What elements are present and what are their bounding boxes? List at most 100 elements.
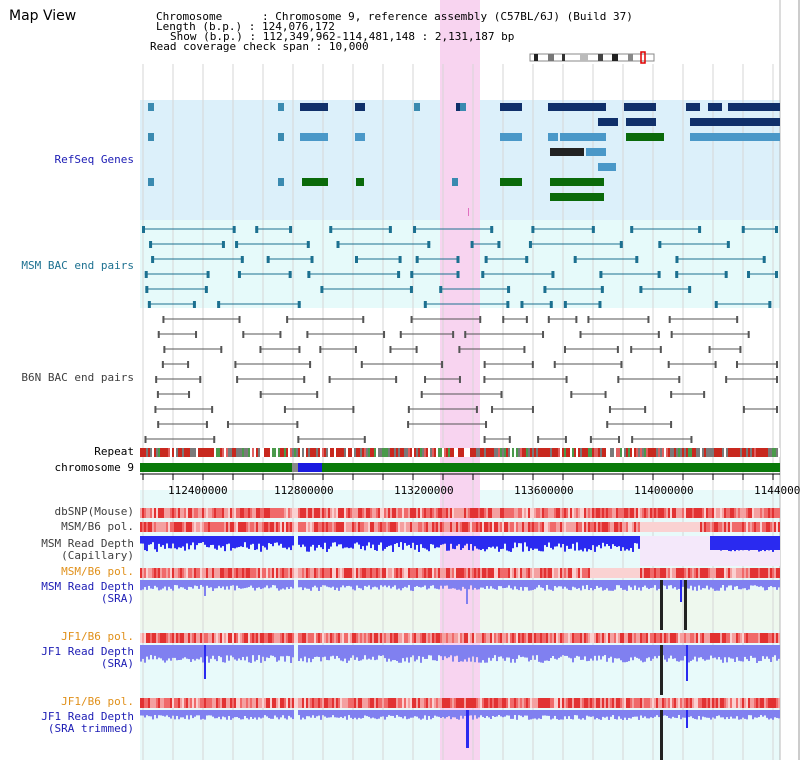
variation-cell [312, 508, 314, 518]
read-depth-bar [740, 645, 742, 662]
read-depth-bar [654, 710, 656, 717]
variation-cell [370, 522, 372, 532]
variation-cell [370, 508, 372, 518]
repeat-element [426, 448, 428, 457]
gene-arrow [148, 103, 154, 111]
read-depth-bar [474, 580, 476, 588]
read-depth-bar [630, 536, 632, 549]
variation-cell [530, 508, 532, 518]
track-label-msm-depth-capillary[interactable]: MSM Read Depth [41, 537, 134, 550]
read-depth-bar [478, 645, 480, 663]
variation-cell [360, 522, 362, 532]
variation-cell [236, 522, 238, 532]
track-label-b6n-bac[interactable]: B6N BAC end pairs [21, 371, 134, 384]
track-label-msm-b6-pol-2[interactable]: MSM/B6 pol. [61, 565, 134, 578]
read-depth-bar [738, 710, 740, 720]
repeat-element [536, 448, 538, 457]
read-depth-bar [472, 580, 474, 590]
variation-cell [274, 568, 276, 578]
variation-cell [402, 522, 404, 532]
repeat-element [340, 448, 342, 457]
repeat-element [428, 448, 430, 457]
variation-cell [218, 633, 220, 643]
track-label-msm-b6-pol[interactable]: MSM/B6 pol. [61, 520, 134, 533]
variation-cell [568, 522, 570, 532]
variation-cell [390, 568, 392, 578]
read-depth-bar [586, 710, 588, 716]
variation-cell [766, 633, 768, 643]
variation-cell [532, 698, 534, 708]
read-depth-bar [760, 710, 762, 716]
variation-cell [492, 508, 494, 518]
read-depth-bar [714, 710, 716, 719]
track-label-jf1-b6-pol[interactable]: JF1/B6 pol. [61, 630, 134, 643]
variation-cell [498, 633, 500, 643]
variation-cell [198, 568, 200, 578]
read-depth-bar [402, 645, 404, 659]
read-depth-bar [528, 645, 530, 662]
variation-cell [562, 698, 564, 708]
variation-cell [432, 522, 434, 532]
track-label-msm-bac[interactable]: MSM BAC end pairs [21, 259, 134, 272]
read-depth-bar [588, 710, 590, 717]
read-depth-bar [672, 645, 674, 659]
track-label-repeat[interactable]: Repeat [94, 445, 134, 458]
read-depth-bar [404, 580, 406, 587]
variation-cell [350, 508, 352, 518]
repeat-element [498, 448, 500, 457]
variation-cell [606, 633, 608, 643]
variation-cell [384, 522, 386, 532]
read-depth-bar [232, 710, 234, 719]
variation-cell [398, 633, 400, 643]
read-depth-bar [754, 645, 756, 658]
read-depth-bar [638, 710, 640, 720]
variation-cell [374, 698, 376, 708]
variation-cell [402, 633, 404, 643]
read-depth-bar [454, 645, 456, 657]
repeat-element [692, 448, 694, 457]
read-depth-bar [602, 536, 604, 543]
variation-cell [710, 568, 712, 578]
repeat-element [722, 448, 724, 457]
variation-cell [446, 633, 448, 643]
variation-cell [202, 508, 204, 518]
variation-cell [684, 633, 686, 643]
read-depth-bar [528, 536, 530, 552]
bac-pair-end [657, 271, 661, 278]
read-depth-bar [764, 645, 766, 659]
track-label-jf1-depth-trimmed[interactable]: JF1 Read Depth [41, 710, 134, 723]
variation-cell [640, 568, 642, 578]
variation-cell [626, 698, 628, 708]
read-depth-bar [150, 536, 152, 545]
track-label-msm-depth-sra[interactable]: MSM Read Depth [41, 580, 134, 593]
variation-cell [468, 633, 470, 643]
repeat-element [468, 448, 470, 457]
read-depth-bar [242, 536, 244, 548]
variation-cell [172, 698, 174, 708]
variation-cell [728, 508, 730, 518]
variation-cell [754, 522, 756, 532]
variation-cell [758, 698, 760, 708]
variation-cell [692, 698, 694, 708]
variation-cell [716, 568, 718, 578]
variation-cell [552, 568, 554, 578]
variation-cell [448, 522, 450, 532]
read-depth-bar [292, 536, 294, 546]
read-depth-bar [634, 580, 636, 586]
track-label-jf1-b6-pol-2[interactable]: JF1/B6 pol. [61, 695, 134, 708]
read-depth-bar [680, 710, 682, 720]
variation-cell [190, 698, 192, 708]
repeat-element [380, 448, 382, 457]
read-depth-bar [438, 710, 440, 717]
track-label-jf1-depth-sra[interactable]: JF1 Read Depth [41, 645, 134, 658]
variation-cell [302, 568, 304, 578]
variation-cell [680, 633, 682, 643]
read-depth-bar [732, 580, 734, 590]
track-label-refseq[interactable]: RefSeq Genes [54, 153, 134, 166]
variation-cell [664, 633, 666, 643]
track-label-chromosome[interactable]: chromosome 9 [54, 461, 134, 474]
repeat-element [606, 448, 608, 457]
track-label-dbsnp[interactable]: dbSNP(Mouse) [54, 505, 134, 518]
gene-arrow [414, 103, 420, 111]
